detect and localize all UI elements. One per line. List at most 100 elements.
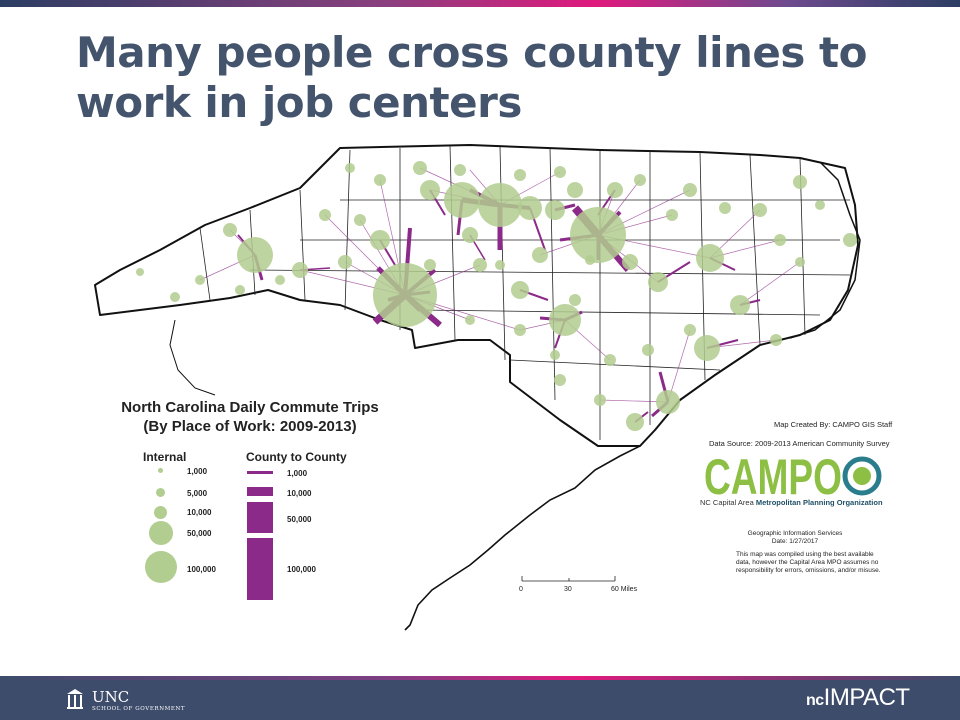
county-circle xyxy=(696,244,724,272)
county-circle xyxy=(594,394,606,406)
county-circle xyxy=(549,304,581,336)
outer-banks xyxy=(789,161,861,339)
county-circle xyxy=(237,237,273,273)
county-circle xyxy=(424,259,436,271)
county-circle xyxy=(454,164,466,176)
county-circle xyxy=(666,209,678,221)
legend-internal-heading: Internal xyxy=(143,450,187,464)
coastline xyxy=(404,445,641,631)
georgia-border xyxy=(169,319,216,396)
county-circle xyxy=(345,163,355,173)
campo-subtitle-plain: NC Capital Area xyxy=(700,498,754,507)
county-circle xyxy=(514,324,526,336)
county-circle xyxy=(719,202,731,214)
legend-title: North Carolina Daily Commute Trips (By P… xyxy=(70,398,430,436)
county-circle xyxy=(136,268,144,276)
county-circle xyxy=(444,182,480,218)
gis-line2: Date: 1/27/2017 xyxy=(771,538,819,545)
county-circle xyxy=(554,374,566,386)
gis-credit: Geographic Information Services Date: 1/… xyxy=(700,530,890,546)
scale-label-60: 60 Miles xyxy=(611,586,638,593)
legend-internal-label-5: 100,000 xyxy=(187,565,216,574)
flow-line xyxy=(739,261,801,306)
county-circle xyxy=(292,262,308,278)
county-circle xyxy=(413,161,427,175)
legend-flow-bar-50000 xyxy=(247,502,273,533)
county-circle xyxy=(656,390,680,414)
county-circle xyxy=(607,182,623,198)
flow-line xyxy=(667,329,691,403)
county-circle xyxy=(648,272,668,292)
county-circle xyxy=(195,275,205,285)
county-circle xyxy=(319,209,331,221)
county-circle xyxy=(843,233,857,247)
legend-circle-100000 xyxy=(145,551,177,583)
county-circle xyxy=(223,223,237,237)
county-circle xyxy=(694,335,720,361)
county-circle xyxy=(730,295,750,315)
county-circle xyxy=(683,183,697,197)
legend-circle-5000 xyxy=(156,488,165,497)
legend-internal-label-1: 1,000 xyxy=(187,467,208,476)
scale-bar xyxy=(521,576,616,582)
county-lines xyxy=(199,145,851,440)
county-circle xyxy=(275,275,285,285)
legend-flow-heading: County to County xyxy=(246,450,347,464)
ncimpact-logo: ncIMPACT xyxy=(806,684,910,712)
county-circle xyxy=(642,344,654,356)
campo-subtitle: NC Capital Area Metropolitan Planning Or… xyxy=(700,498,883,507)
county-circle xyxy=(570,207,626,263)
ncimpact-nc: nc xyxy=(806,692,824,709)
slide-title: Many people cross county lines to work i… xyxy=(76,28,867,127)
campo-logo: CAMPO xyxy=(704,452,882,505)
county-circle xyxy=(511,281,529,299)
county-circle xyxy=(753,203,767,217)
county-circle xyxy=(338,255,352,269)
legend-internal-label-2: 5,000 xyxy=(187,489,208,498)
disclaimer: This map was compiled using the best ava… xyxy=(736,551,881,574)
legend-flow-label-1: 1,000 xyxy=(287,469,308,478)
legend-flow-label-2: 10,000 xyxy=(287,489,312,498)
county-circle xyxy=(235,285,245,295)
county-circle xyxy=(478,183,522,227)
legend-internal-label-3: 10,000 xyxy=(187,508,212,517)
county-circle xyxy=(684,324,696,336)
county-circle xyxy=(634,174,646,186)
county-circle xyxy=(569,294,581,306)
county-circle xyxy=(495,260,505,270)
county-circle xyxy=(518,196,542,220)
state-outline xyxy=(94,144,859,447)
top-accent-bar xyxy=(0,0,960,7)
county-circle xyxy=(550,350,560,360)
legend-title-line2: (By Place of Work: 2009-2013) xyxy=(143,418,357,435)
county-circle xyxy=(462,227,478,243)
scale-label-0: 0 xyxy=(519,586,523,593)
unc-school-name: SCHOOL OF GOVERNMENT xyxy=(92,706,186,712)
county-circle xyxy=(793,175,807,189)
county-circle xyxy=(585,255,595,265)
county-circle xyxy=(473,258,487,272)
county-circle xyxy=(420,180,440,200)
county-circle xyxy=(815,200,825,210)
legend-flow-bar-1000 xyxy=(247,471,273,474)
county-circle xyxy=(170,292,180,302)
county-circle xyxy=(626,413,644,431)
county-circle xyxy=(465,315,475,325)
legend-internal-label-4: 50,000 xyxy=(187,529,212,538)
legend-circle-1000 xyxy=(158,468,163,473)
scale-label-30: 30 xyxy=(564,586,572,593)
county-circle xyxy=(354,214,366,226)
footer-bar xyxy=(0,676,960,720)
internal-commute-circles xyxy=(136,161,857,431)
county-circle xyxy=(567,182,583,198)
county-circle xyxy=(532,247,548,263)
unc-wordmark: UNC xyxy=(92,688,130,706)
county-circle xyxy=(604,354,616,366)
county-circle xyxy=(622,254,638,270)
county-circle xyxy=(374,174,386,186)
legend-flow-bar-10000 xyxy=(247,487,273,496)
county-circle xyxy=(370,230,390,250)
legend-title-line1: North Carolina Daily Commute Trips xyxy=(121,399,379,416)
legend-flow-bar-100000 xyxy=(247,538,273,600)
legend-circle-10000 xyxy=(154,506,167,519)
